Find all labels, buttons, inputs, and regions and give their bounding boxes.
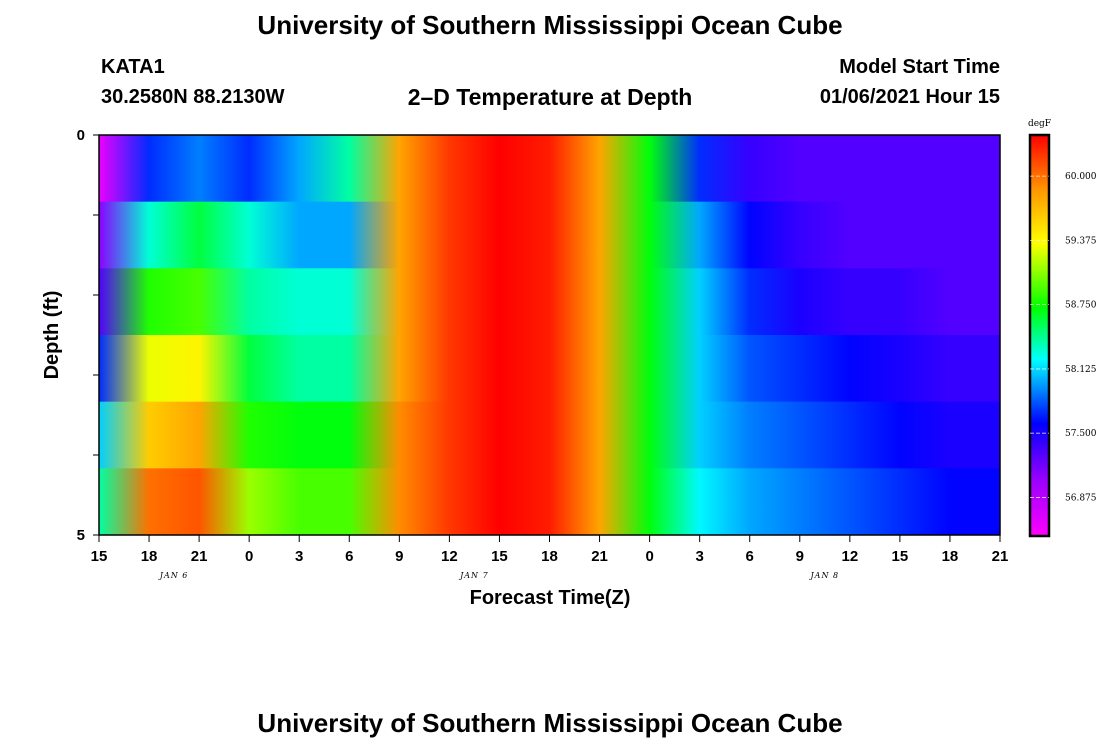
x-tick-label: 9 — [796, 548, 804, 565]
heatmap-row-depth-0 — [99, 135, 1000, 203]
colorbar-tick-label: 58.125 — [1065, 365, 1097, 375]
colorbar-scale — [1028, 133, 1051, 538]
heatmap-row-depth-5 — [99, 468, 1000, 536]
x-tick-label: 15 — [892, 548, 909, 565]
heatmap-cells — [99, 135, 1000, 536]
colorbar-tick-label: 56.875 — [1065, 493, 1097, 503]
heatmap-row-depth-1 — [99, 201, 1000, 269]
x-tick-label: 6 — [345, 548, 353, 565]
colorbar-tick-label: 60.000 — [1065, 172, 1097, 182]
x-tick-label: 0 — [245, 548, 253, 565]
x-tick-label: 12 — [441, 548, 458, 565]
y-axis-label: Depth (ft) — [41, 291, 63, 380]
date-label: JAN 8 — [808, 571, 839, 580]
x-tick-label: 18 — [942, 548, 959, 565]
model-start-value: 01/06/2021 Hour 15 — [819, 86, 1000, 108]
colorbar: degF 60.000 59.375 58.750 58.125 57.500 56.875 — [1028, 119, 1097, 538]
x-tick-label: 3 — [295, 548, 303, 565]
x-tick-label: 18 — [141, 548, 158, 565]
x-tick-label: 6 — [746, 548, 754, 565]
date-label: JAN 7 — [458, 571, 489, 580]
x-tick-label: 21 — [591, 548, 608, 565]
chart-subtitle: 2–D Temperature at Depth — [407, 84, 693, 110]
x-tick-label: 18 — [541, 548, 558, 565]
station-id: KATA1 — [101, 56, 165, 78]
y-tick-label: 0 — [77, 127, 85, 144]
colorbar-unit: degF — [1028, 119, 1051, 129]
x-tick-label: 0 — [645, 548, 653, 565]
colorbar-tick-label: 58.750 — [1065, 301, 1097, 311]
x-tick-label: 15 — [91, 548, 108, 565]
y-tick-label: 5 — [77, 527, 85, 544]
colorbar-tick-label: 57.500 — [1065, 429, 1097, 439]
heatmap-row-depth-2 — [99, 268, 1000, 336]
footer-title: University of Southern Mississippi Ocean… — [257, 708, 843, 738]
heatmap-row-depth-4 — [99, 401, 1000, 469]
x-tick-label: 12 — [841, 548, 858, 565]
x-tick-label: 15 — [491, 548, 508, 565]
date-label: JAN 6 — [158, 571, 189, 580]
colorbar-tick-label: 59.375 — [1065, 236, 1097, 246]
x-tick-label: 21 — [191, 548, 208, 565]
x-tick-label: 21 — [992, 548, 1009, 565]
x-tick-label: 9 — [395, 548, 403, 565]
x-tick-label: 3 — [695, 548, 703, 565]
y-axis: 05 — [77, 127, 99, 544]
x-axis-label: Forecast Time(Z) — [470, 587, 631, 609]
model-start-label: Model Start Time — [839, 56, 1000, 78]
heatmap-row-depth-3 — [99, 335, 1000, 403]
station-coordinates: 30.2580N 88.2130W — [101, 86, 285, 108]
page-title: University of Southern Mississippi Ocean… — [257, 10, 843, 40]
